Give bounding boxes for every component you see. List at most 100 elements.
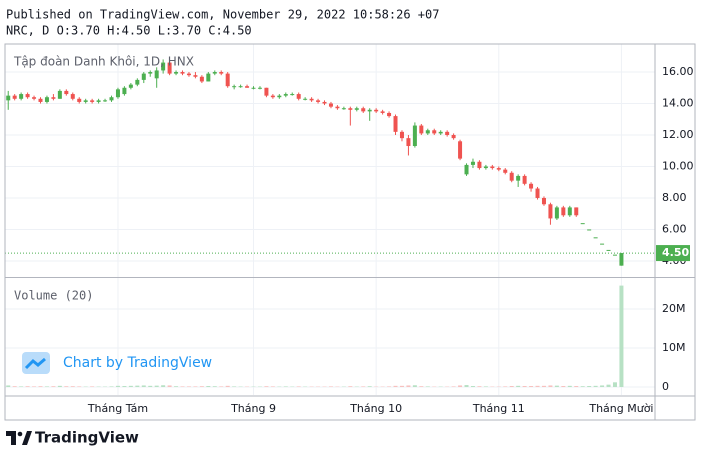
candle-body — [522, 175, 527, 184]
volume-bar — [174, 386, 179, 388]
volume-bar — [109, 386, 114, 388]
candle-body — [587, 229, 592, 231]
candle-body — [51, 97, 56, 99]
candle-body — [44, 97, 49, 102]
volume-bar — [509, 386, 514, 388]
candle-body — [245, 86, 250, 88]
volume-bar — [206, 386, 211, 388]
candle-body — [354, 108, 359, 110]
candle-body — [419, 125, 424, 134]
candle-body — [328, 103, 333, 107]
volume-tick-label: 0 — [662, 380, 669, 393]
last-price-box — [656, 245, 690, 262]
candle-body — [32, 97, 37, 99]
candle-body — [406, 138, 411, 147]
volume-bar — [612, 382, 617, 388]
candle-body — [593, 237, 598, 239]
volume-bar — [387, 386, 392, 388]
y-tick-label: 6.00 — [662, 222, 687, 235]
candle-body — [296, 94, 301, 99]
candle-body — [580, 223, 585, 225]
volume-bar — [406, 385, 411, 388]
volume-bar — [554, 385, 559, 388]
candle-body — [503, 169, 508, 173]
volume-bar — [135, 385, 140, 388]
x-tick-label: Tháng 9 — [230, 402, 276, 415]
candle-body — [283, 94, 288, 96]
candle-body — [380, 111, 385, 113]
candle-body — [367, 109, 372, 112]
candle-body — [348, 108, 353, 110]
candle-body — [83, 100, 88, 102]
candle-body — [96, 100, 101, 102]
x-tick-label: Tháng Mười — [588, 402, 653, 415]
candle-body — [606, 249, 611, 251]
candle-body — [251, 87, 256, 89]
candle-body — [490, 166, 495, 169]
volume-bar — [154, 385, 159, 388]
candle-body — [483, 166, 488, 169]
volume-bar — [193, 386, 198, 388]
volume-bar — [283, 386, 288, 388]
candle-body — [38, 98, 43, 102]
volume-bar — [122, 386, 127, 388]
frame — [4, 43, 696, 421]
x-tick-label: Tháng 10 — [349, 402, 402, 415]
volume-tick-label: 20M — [662, 302, 686, 315]
candle-body — [161, 62, 166, 71]
volume-bar — [361, 386, 366, 388]
volume-bar — [212, 386, 217, 388]
candle-body — [225, 73, 230, 87]
candle-body — [341, 108, 346, 110]
candle-body — [432, 130, 437, 134]
volume-bar — [161, 385, 166, 388]
volume-bar — [600, 385, 605, 388]
candle-body — [574, 207, 579, 216]
x-tick-label: Tháng 11 — [472, 402, 525, 415]
candle-body — [477, 161, 482, 169]
candle-body — [109, 97, 114, 101]
candle-body — [6, 95, 11, 101]
candle-body — [193, 75, 198, 77]
candle-body — [103, 100, 108, 102]
ohlc-text: NRC, D O:3.70 H:4.50 L:3.70 C:4.50 — [6, 24, 252, 38]
volume-bar — [470, 386, 475, 388]
volume-bar — [38, 386, 43, 388]
candle-body — [361, 108, 366, 112]
candle-body — [25, 94, 30, 98]
candle-body — [264, 87, 269, 96]
volume-bar — [522, 386, 527, 388]
volume-bar — [458, 385, 463, 388]
candle-body — [445, 131, 450, 135]
volume-bar — [587, 386, 592, 388]
volume-bar — [393, 385, 398, 388]
volume-bar — [419, 386, 424, 388]
volume-bar — [199, 386, 204, 388]
candle-body — [122, 87, 127, 95]
candle-body — [374, 109, 379, 112]
x-tick-label: Tháng Tám — [87, 402, 148, 415]
volume-bar — [270, 386, 275, 388]
grid — [5, 44, 655, 395]
candle-body — [290, 94, 295, 96]
candle-body — [548, 204, 553, 219]
y-tick-label: 16.00 — [662, 65, 694, 78]
candle-body — [458, 141, 463, 159]
volume-bar — [503, 386, 508, 388]
volume-title: Volume (20) — [14, 289, 93, 303]
last-price-label: 4.50 — [662, 246, 689, 259]
marks — [5, 59, 655, 388]
volume-bar — [425, 386, 430, 388]
candle-body — [535, 188, 540, 198]
volume-bar — [367, 386, 372, 388]
volume-bar — [328, 386, 333, 388]
candle-body — [90, 100, 95, 102]
volume-bar — [399, 385, 404, 388]
brand-text: TradingView — [35, 429, 139, 447]
candle-body — [219, 72, 224, 74]
candle-body — [309, 98, 314, 101]
brand-logo — [6, 431, 32, 445]
volume-bar — [141, 385, 146, 388]
candle-body — [464, 164, 469, 175]
